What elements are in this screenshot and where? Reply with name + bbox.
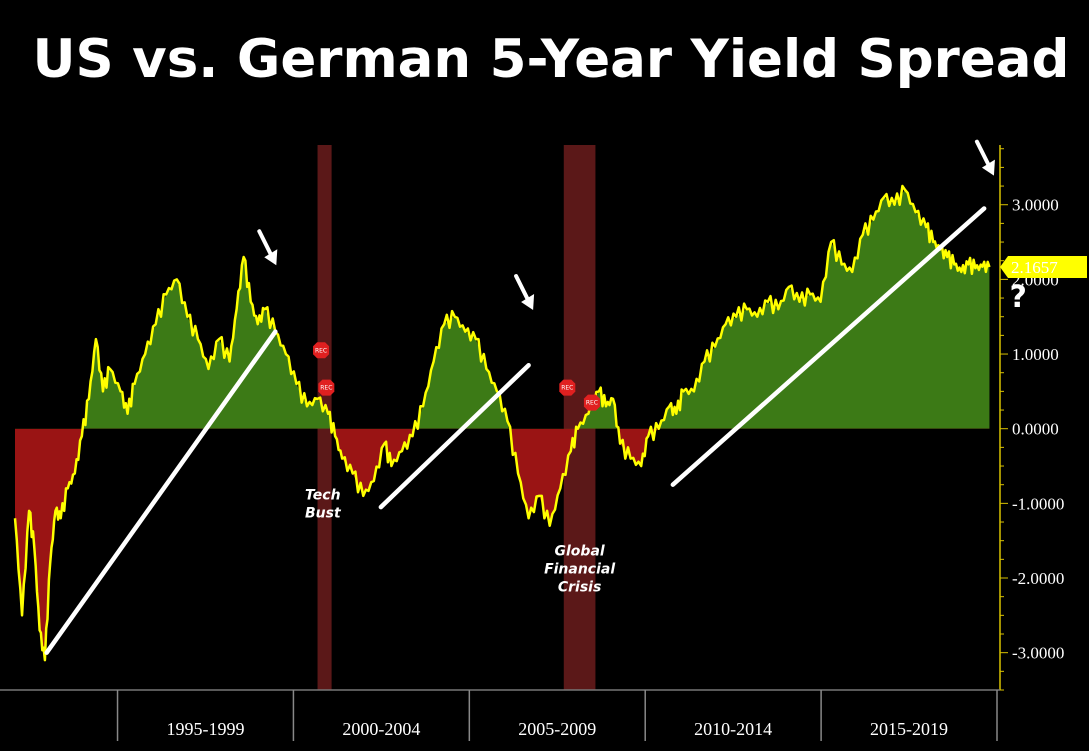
y-tick-label: 1.0000 [1012, 345, 1059, 364]
annotations: Tech Bust Global Financial Crisis [305, 488, 615, 596]
trendlines [44, 139, 995, 655]
chart-title: US vs. German 5-Year Yield Spread [33, 29, 1070, 90]
trendline-1 [378, 362, 531, 510]
annotation-text: Tech [305, 488, 341, 504]
annotation-text: Crisis [558, 580, 601, 596]
recession-markers: REC REC REC REC [313, 342, 600, 411]
annotation-text: Bust [305, 506, 342, 522]
x-tick-label: 2010-2014 [694, 719, 772, 739]
y-tick-label: 3.0000 [1012, 196, 1059, 215]
trendline-0 [44, 329, 278, 655]
rec-marker-label: REC [586, 400, 598, 407]
arrow-shaft [974, 139, 992, 170]
annotation-text: Global [555, 544, 605, 560]
arrow-shaft [514, 274, 532, 305]
last-value-label: 2.1657 [1011, 258, 1058, 277]
annotation-text: Financial [544, 562, 615, 578]
arrow-shaft [257, 229, 275, 260]
spread-line [13, 184, 991, 662]
arrow-head [981, 159, 995, 176]
arrow-head [521, 294, 535, 311]
x-tick-label: 2015-2019 [870, 719, 948, 739]
y-tick-label: -2.0000 [1012, 569, 1064, 588]
rec-marker: REC [318, 379, 335, 396]
rec-marker-label: REC [315, 347, 327, 354]
rec-marker-shape [559, 379, 576, 396]
down-arrow-icon [514, 274, 535, 311]
rec-marker-label: REC [320, 385, 332, 392]
rec-marker-shape [583, 394, 600, 411]
y-axis: 3.00002.00001.00000.0000-1.0000-2.0000-3… [999, 145, 1064, 691]
last-value-badge: 2.1657 [1000, 256, 1087, 279]
last-value-badge-shape [1000, 256, 1087, 279]
y-tick-label: 0.0000 [1012, 420, 1059, 439]
rec-marker-shape [318, 379, 335, 396]
x-axis: 1995-1999 2000-2004 2005-2009 2010-2014 2015… [0, 689, 1000, 741]
x-tick-label: 2000-2004 [342, 719, 420, 739]
down-arrow-icon [974, 139, 995, 176]
rec-marker: REC [559, 379, 576, 396]
x-tick-label: 2005-2009 [518, 719, 596, 739]
y-tick-label: -3.0000 [1012, 644, 1064, 663]
x-tick-label: 1995-1999 [166, 719, 244, 739]
trendline-2 [670, 206, 987, 487]
rec-marker-label: REC [561, 385, 573, 392]
rec-marker: REC [583, 394, 600, 411]
rec-marker-shape [313, 342, 330, 359]
down-arrow-icon [257, 229, 278, 266]
spread-fill-area [15, 189, 990, 661]
spread-series [13, 184, 991, 662]
question-mark: ? [1009, 280, 1026, 315]
arrow-head [264, 249, 278, 266]
rec-marker: REC [313, 342, 330, 359]
positive-fill [83, 189, 990, 429]
y-tick-label: -1.0000 [1012, 494, 1064, 513]
